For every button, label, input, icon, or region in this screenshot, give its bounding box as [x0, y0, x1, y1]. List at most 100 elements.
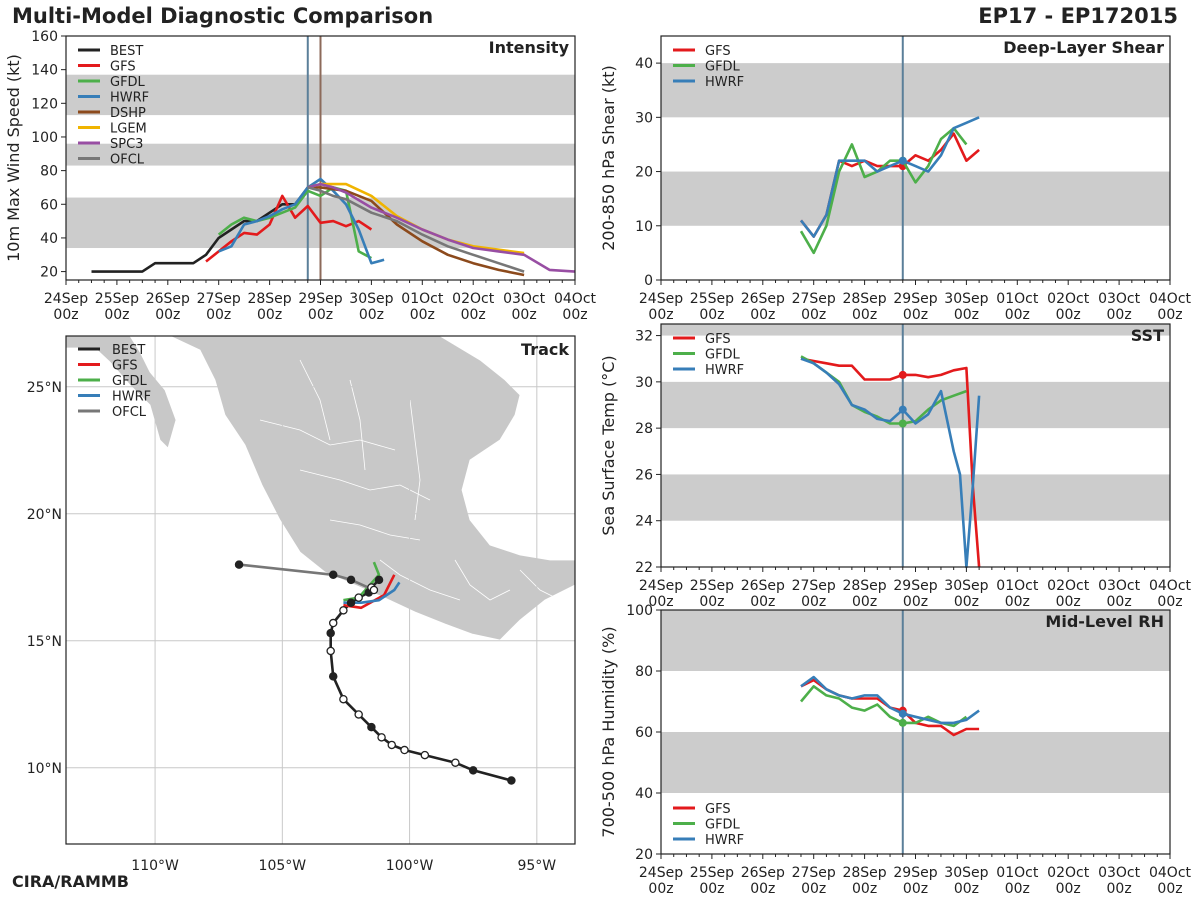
- track-title: Track: [521, 340, 569, 359]
- shear-xtick-day: 30Sep: [944, 291, 988, 307]
- intensity-xtick-hour: 00z: [206, 307, 231, 323]
- shear-ytick-label: 0: [644, 273, 653, 289]
- rh-now-point-gfdl: [898, 718, 907, 727]
- intensity-xtick-hour: 00z: [562, 307, 587, 323]
- sst-ytick-label: 24: [635, 514, 653, 530]
- rh-ytick-label: 80: [635, 664, 653, 680]
- shear-ytick-label: 20: [635, 165, 653, 181]
- rh-legend-label: HWRF: [705, 833, 744, 848]
- storm-id: EP17 - EP172015: [978, 4, 1178, 28]
- track-lat-label: 25°N: [27, 380, 62, 396]
- track-point: [354, 710, 363, 719]
- intensity-ytick-label: 140: [31, 63, 58, 79]
- shear-xtick-hour: 00z: [954, 307, 979, 323]
- sst-ytick-label: 28: [635, 421, 653, 437]
- intensity-xtick-day: 01Oct: [401, 291, 444, 307]
- sst-xtick-hour: 00z: [648, 594, 673, 610]
- rh-ytick-label: 60: [635, 725, 653, 741]
- intensity-xtick-day: 03Oct: [503, 291, 546, 307]
- sst-legend-label: GFDL: [705, 348, 741, 363]
- intensity-xtick-day: 27Sep: [197, 291, 241, 307]
- rh-legend-label: GFDL: [705, 818, 741, 833]
- rh-xtick-day: 04Oct: [1149, 865, 1192, 881]
- shear-now-point-hwrf: [898, 156, 907, 165]
- rh-series-hwrf: [800, 675, 980, 725]
- rh-xtick-day: 03Oct: [1098, 865, 1141, 881]
- sst-xtick-day: 26Sep: [741, 578, 785, 594]
- intensity-ytick-label: 80: [40, 164, 58, 180]
- intensity-legend-label: GFDL: [110, 75, 146, 90]
- intensity-xtick-day: 04Oct: [554, 291, 597, 307]
- track-point: [507, 776, 516, 785]
- sst-xtick-hour: 00z: [903, 594, 928, 610]
- track-point: [468, 766, 478, 775]
- intensity-series-ofcl: [307, 186, 525, 273]
- track-point: [420, 750, 430, 760]
- intensity-legend-label: GFS: [110, 60, 136, 75]
- sst-ylabel: Sea Surface Temp (°C): [599, 355, 618, 535]
- shear-xtick-hour: 00z: [1107, 307, 1132, 323]
- track-point: [367, 722, 376, 732]
- shear-xtick-day: 03Oct: [1098, 291, 1141, 307]
- sst-xtick-hour: 00z: [954, 594, 979, 610]
- sst-ytick-label: 30: [635, 375, 653, 391]
- shear-xtick-hour: 00z: [1005, 307, 1030, 323]
- shear-xtick-hour: 00z: [801, 307, 826, 323]
- track-lon-label: 105°W: [259, 858, 307, 874]
- rh-xtick-day: 28Sep: [842, 865, 886, 881]
- intensity-series-spc3: [307, 182, 576, 273]
- sst-xtick-day: 02Oct: [1047, 578, 1090, 594]
- track-point: [346, 598, 356, 607]
- intensity-xtick-hour: 00z: [155, 307, 180, 323]
- track-point: [346, 575, 356, 585]
- sst-xtick-hour: 00z: [1005, 594, 1030, 610]
- track-legend-label: GFDL: [112, 374, 148, 389]
- intensity-legend-label: OFCL: [110, 153, 145, 168]
- shear-series-gfdl: [799, 126, 968, 255]
- intensity-xtick-hour: 00z: [308, 307, 333, 323]
- intensity-xtick-day: 02Oct: [452, 291, 495, 307]
- intensity-xtick-day: 30Sep: [349, 291, 393, 307]
- shear-ytick-label: 10: [635, 219, 653, 235]
- sst-now-point-gfdl: [898, 419, 907, 428]
- shear-xtick-hour: 00z: [852, 307, 877, 323]
- track-legend-label: BEST: [112, 343, 145, 358]
- intensity-legend-label: HWRF: [110, 91, 149, 106]
- track-map: [65, 335, 576, 845]
- shear-ytick-label: 40: [635, 56, 653, 72]
- rh-xtick-day: 25Sep: [690, 865, 734, 881]
- shear-xtick-day: 02Oct: [1047, 291, 1090, 307]
- shear-xtick-day: 29Sep: [893, 291, 937, 307]
- shear-xtick-day: 26Sep: [741, 291, 785, 307]
- shear-legend-label: GFS: [705, 44, 731, 59]
- sst-title: SST: [1131, 326, 1164, 345]
- intensity-ytick-label: 60: [40, 197, 58, 213]
- sst-xtick-hour: 00z: [801, 594, 826, 610]
- rh-xtick-hour: 00z: [699, 881, 724, 897]
- track-point: [234, 560, 244, 569]
- intensity-ytick-label: 160: [31, 29, 58, 45]
- track-lon-label: 110°W: [131, 858, 179, 874]
- shear-xtick-hour: 00z: [1157, 307, 1182, 323]
- intensity-legend-label: DSHP: [110, 106, 146, 121]
- track-ofcl: [238, 563, 375, 592]
- sst-panel: 22242628303224Sep00z25Sep00z26Sep00z27Se…: [599, 323, 1192, 610]
- intensity-xtick-day: 25Sep: [95, 291, 139, 307]
- intensity-ylabel: 10m Max Wind Speed (kt): [4, 54, 23, 262]
- shear-xtick-day: 01Oct: [996, 291, 1039, 307]
- rh-now-point-hwrf: [898, 709, 907, 718]
- rh-xtick-hour: 00z: [852, 881, 877, 897]
- rh-xtick-day: 24Sep: [639, 865, 683, 881]
- track-point: [326, 646, 335, 656]
- shear-title: Deep-Layer Shear: [1003, 38, 1164, 57]
- rh-xtick-hour: 00z: [750, 881, 775, 897]
- intensity-xtick-day: 29Sep: [298, 291, 342, 307]
- shear-xtick-hour: 00z: [903, 307, 928, 323]
- intensity-series-dshp: [307, 186, 525, 277]
- sst-xtick-hour: 00z: [699, 594, 724, 610]
- track-legend-label: HWRF: [112, 390, 151, 405]
- rh-xtick-hour: 00z: [1005, 881, 1030, 897]
- track-legend-label: OFCL: [112, 405, 147, 420]
- track-point: [328, 618, 338, 628]
- track-series: [234, 560, 516, 785]
